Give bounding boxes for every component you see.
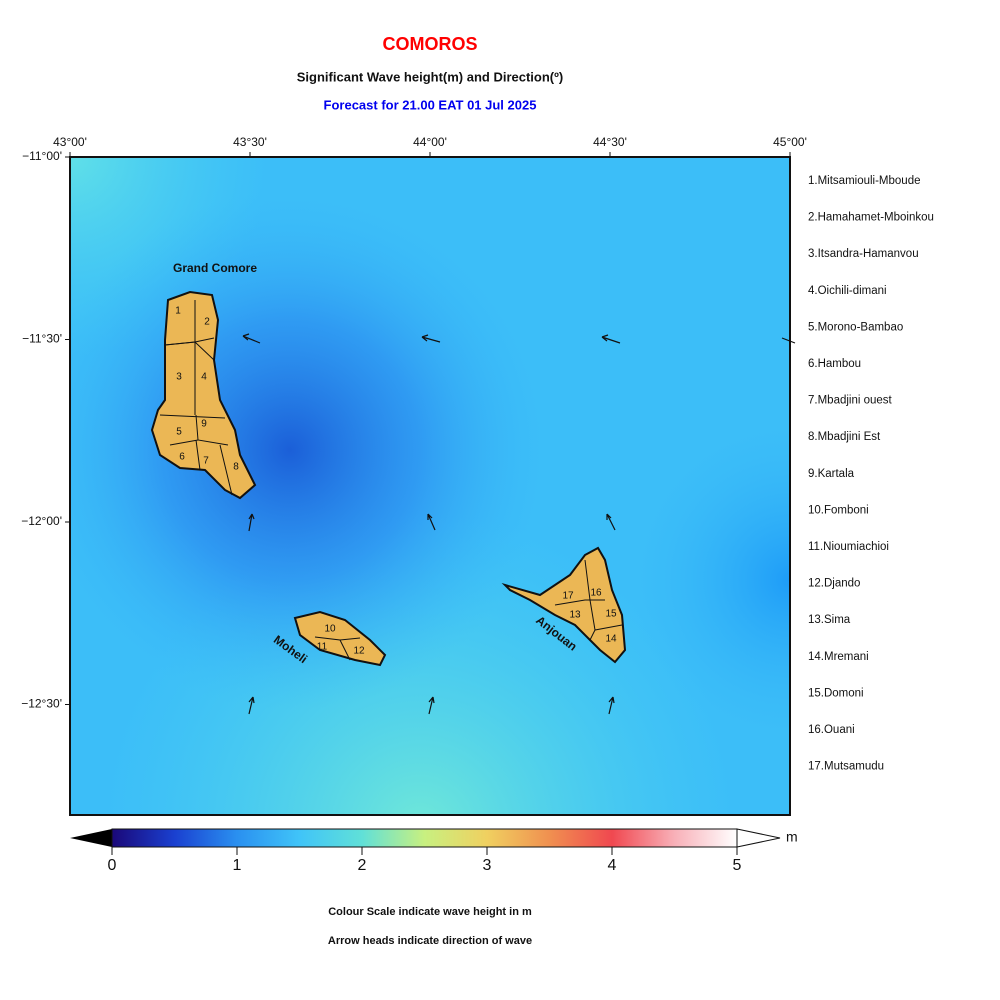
region-number: 3 <box>176 372 182 383</box>
colorbar: m 0 1 2 3 4 5 <box>70 828 798 874</box>
region-number: 6 <box>179 452 185 463</box>
arrow <box>421 334 441 343</box>
region-legend: 4.Oichili-dimani <box>808 285 887 297</box>
region-legend: 16.Ouani <box>808 724 855 736</box>
region-border <box>314 636 361 661</box>
region-legend: 15.Domoni <box>808 687 864 699</box>
arrow <box>242 333 261 344</box>
region-legend: 14.Mremani <box>808 651 869 663</box>
region-number: 15 <box>605 609 617 620</box>
note: Colour Scale indicate wave height in m <box>328 906 532 918</box>
title: COMOROS <box>382 34 477 54</box>
note: Arrow heads indicate direction of wave <box>328 935 532 947</box>
anjouan <box>501 546 627 664</box>
subtitle: Significant Wave height(m) and Direction… <box>297 69 563 84</box>
region-legend: 7.Mbadjini ouest <box>808 395 893 407</box>
region-number: 9 <box>201 419 207 430</box>
region-border <box>554 559 623 641</box>
region-border <box>159 300 233 496</box>
region-number: 10 <box>324 624 336 635</box>
region-number: 1 <box>175 306 181 317</box>
arrow <box>601 334 621 344</box>
region-number: 4 <box>201 372 207 383</box>
colorbar-tick-label: 2 <box>358 857 367 874</box>
colorbar-tick-label: 1 <box>233 857 242 874</box>
region-number: 17 <box>562 591 574 602</box>
region-number: 8 <box>233 462 239 473</box>
colorbar-tick-label: 5 <box>733 857 742 874</box>
region-legend: 2.Hamahamet-Mboinkou <box>808 212 934 224</box>
arrow <box>606 513 616 531</box>
region-legend: 1.Mitsamiouli-Mboude <box>808 175 921 187</box>
region-number: 7 <box>203 456 209 467</box>
region-legend: 11.Nioumiachioi <box>808 541 889 553</box>
region-legend: 5.Morono-Bambao <box>808 321 903 333</box>
arrow <box>427 513 436 531</box>
region-number: 13 <box>569 610 581 621</box>
lat-label: −12°00' <box>21 514 62 528</box>
map: Grand Comore Moheli Anjouan <box>69 156 796 816</box>
region-legend: 17.Mutsamudu <box>808 761 884 773</box>
wave-arrows <box>242 333 796 715</box>
lon-label: 45°00' <box>773 135 807 149</box>
lon-label: 44°30' <box>593 135 627 149</box>
region-number: 12 <box>353 646 365 657</box>
colorbar-over <box>736 828 781 848</box>
arrow <box>608 696 615 715</box>
region-legend: 8.Mbadjini Est <box>808 431 881 443</box>
region-number: 16 <box>590 588 602 599</box>
arrow <box>781 337 796 344</box>
arrow <box>248 696 255 715</box>
region-number: 14 <box>605 634 617 645</box>
lon-label: 43°00' <box>53 135 87 149</box>
island-label: Grand Comore <box>173 261 257 275</box>
lat-label: −12°30' <box>21 697 62 711</box>
arrow <box>428 696 435 715</box>
region-number: 2 <box>204 317 210 328</box>
lon-label: 43°30' <box>233 135 267 149</box>
moheli <box>293 610 387 667</box>
lat-label: −11°30' <box>22 332 62 346</box>
colorbar-tick-label: 3 <box>483 857 492 874</box>
region-number: 11 <box>317 642 328 653</box>
colorbar-tick-label: 4 <box>608 857 617 874</box>
region-legend: 6.Hambou <box>808 358 861 370</box>
region-legend: 13.Sima <box>808 614 851 626</box>
region-legend: 9.Kartala <box>808 468 855 480</box>
colorbar-bar <box>111 828 738 848</box>
region-legend: 3.Itsandra-Hamanvou <box>808 248 919 260</box>
sea-shade <box>70 157 790 815</box>
region-number: 5 <box>176 427 182 438</box>
colorbar-unit: m <box>786 829 798 845</box>
lat-label: −11°00' <box>22 149 62 163</box>
forecast: Forecast for 21.00 EAT 01 Jul 2025 <box>324 97 537 112</box>
region-legend: 12.Djando <box>808 578 860 590</box>
colorbar-under <box>70 829 112 847</box>
colorbar-tick-label: 0 <box>108 857 117 874</box>
lon-label: 44°00' <box>413 135 447 149</box>
region-legend: 10.Fomboni <box>808 504 869 516</box>
arrow <box>248 513 255 532</box>
